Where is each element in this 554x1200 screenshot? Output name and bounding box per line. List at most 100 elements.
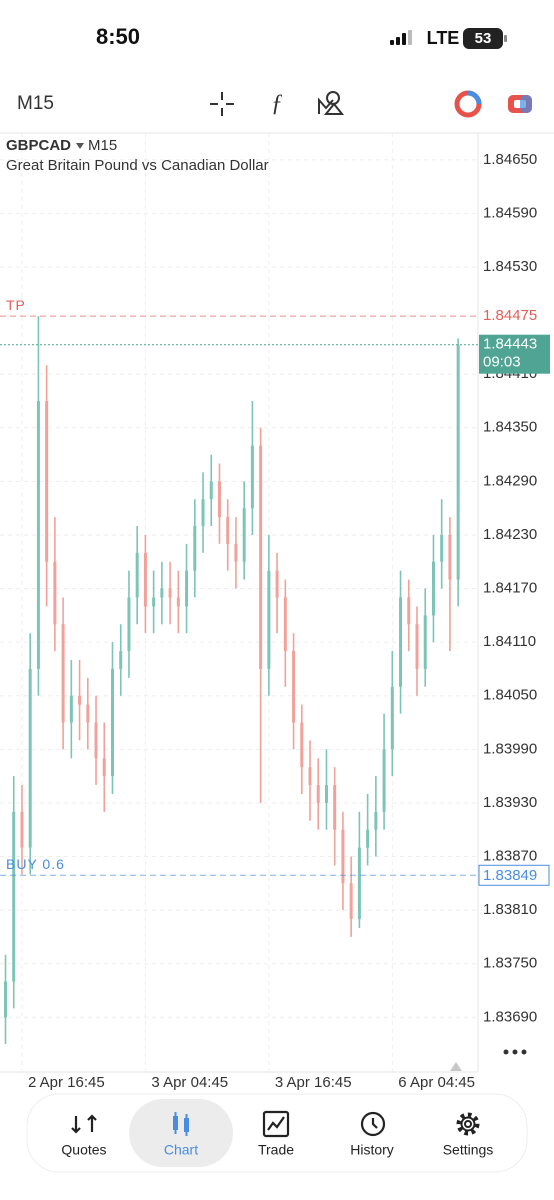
candle-body: [415, 624, 419, 669]
candle-body: [86, 704, 90, 723]
candle-body: [160, 588, 164, 598]
chart[interactable]: 1.846501.845901.845301.844101.843501.842…: [0, 133, 550, 1091]
y-tick-label: 1.84230: [483, 526, 537, 543]
candle-body: [399, 597, 403, 687]
network: LTE: [427, 28, 460, 48]
candle-body: [135, 552, 139, 598]
candle-body: [110, 668, 114, 777]
battery-level: 53: [475, 30, 492, 47]
candle-body: [201, 499, 205, 527]
candle-body: [28, 668, 32, 848]
icon: [360, 1111, 386, 1137]
candle-body: [456, 344, 460, 580]
candle-body: [448, 534, 452, 580]
more-button[interactable]: [503, 1049, 527, 1055]
candle-body: [185, 570, 189, 607]
x-tick-label: 3 Apr 16:45: [275, 1074, 352, 1091]
tab-icon: [71, 1114, 97, 1134]
tab-label[interactable]: Chart: [164, 1142, 198, 1158]
tab-label[interactable]: History: [350, 1142, 394, 1158]
y-tick-label: 1.84530: [483, 258, 537, 275]
candle-body: [267, 570, 271, 669]
icon: [174, 1112, 188, 1136]
crosshair-button[interactable]: [210, 92, 234, 116]
candle-body: [143, 552, 147, 607]
tab-label[interactable]: Quotes: [61, 1142, 106, 1158]
current-price: 1.84443: [483, 336, 537, 353]
level-price: 1.84475: [483, 307, 537, 324]
candle-body: [300, 722, 304, 768]
level-name: TP: [6, 297, 26, 313]
candle-body: [193, 526, 197, 571]
candle-body: [176, 597, 180, 607]
x-tick-label: 2 Apr 16:45: [28, 1074, 105, 1091]
tab-icon: [173, 1112, 189, 1136]
tab-label[interactable]: Trade: [258, 1142, 294, 1158]
tab-bar-items: Quotes Chart Trade History Settings: [61, 1099, 493, 1167]
candle-body: [53, 561, 57, 625]
candle-body: [94, 722, 98, 759]
x-tick-label: 3 Apr 04:45: [151, 1074, 228, 1091]
clock: 8:50: [96, 24, 140, 49]
candle-body: [250, 445, 254, 509]
y-tick-label: 1.83750: [483, 955, 537, 972]
icon: [456, 1112, 480, 1136]
level-name: BUY 0.6: [6, 856, 65, 872]
candle-body: [431, 561, 435, 616]
symbol-description: Great Britain Pound vs Canadian Dollar: [6, 157, 269, 174]
current-price-box: [479, 334, 550, 374]
y-tick-label: 1.83810: [483, 901, 537, 918]
icon: [460, 1116, 476, 1132]
y-tick-label: 1.83870: [483, 847, 537, 864]
candle-body: [374, 811, 378, 830]
candle-body: [45, 400, 49, 562]
objects-button[interactable]: [318, 91, 345, 115]
tab-active-bg: [129, 1099, 233, 1167]
tab-icon: [456, 1112, 480, 1136]
y-tick-label: 1.83690: [483, 1008, 537, 1025]
icon: [371, 1118, 378, 1129]
indicators-button[interactable]: ƒ: [271, 91, 283, 117]
candle-body: [4, 981, 7, 1018]
candle-body: [423, 615, 427, 669]
symbol-menu-arrow[interactable]: [76, 143, 84, 149]
y-tick-label: 1.84650: [483, 151, 537, 168]
candle-body: [61, 624, 65, 723]
symbol: GBPCAD: [6, 137, 71, 154]
candle-body: [152, 597, 156, 607]
candle-body: [382, 749, 386, 812]
account-button[interactable]: [454, 90, 482, 118]
timeframe-button[interactable]: M15: [17, 93, 54, 114]
candle-body: [341, 829, 345, 884]
candle-body: [259, 445, 263, 669]
y-tick-label: 1.84590: [483, 204, 537, 221]
tab-label[interactable]: Settings: [443, 1142, 494, 1158]
candle-body: [308, 767, 312, 786]
candle-body: [324, 785, 328, 803]
candle-body: [168, 588, 172, 598]
level-price: 1.83849: [483, 867, 537, 884]
candle-body: [102, 758, 106, 777]
battery-icon: [463, 28, 503, 49]
y-tick-label: 1.84290: [483, 472, 537, 489]
candle-body: [119, 651, 123, 669]
tab-icon: [360, 1111, 386, 1137]
candle-body: [349, 883, 353, 920]
icon: [267, 1116, 285, 1131]
candle-body: [390, 686, 394, 750]
tab-bar: [26, 1093, 528, 1173]
candle-body: [234, 543, 238, 562]
trade-button[interactable]: [508, 95, 532, 113]
candle-body: [357, 847, 361, 920]
chart-timeframe: M15: [88, 137, 117, 154]
candle-body: [69, 695, 73, 723]
icon: [262, 1110, 290, 1138]
candle-body: [20, 811, 24, 848]
icon: [464, 1120, 472, 1128]
candle-body: [226, 517, 230, 544]
candle-body: [283, 597, 287, 652]
candle-body: [333, 785, 337, 830]
candle-body: [78, 695, 82, 705]
